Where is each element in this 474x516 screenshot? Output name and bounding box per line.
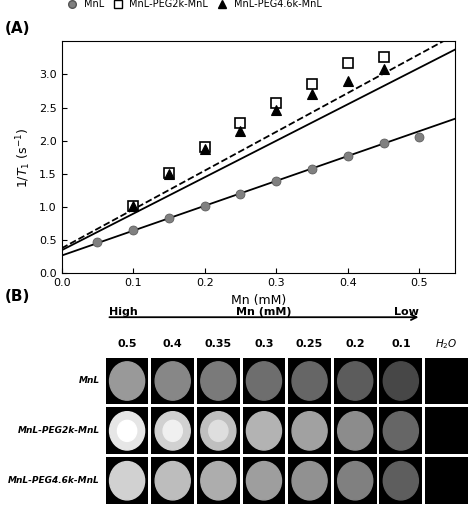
Ellipse shape xyxy=(292,362,327,400)
Text: 0.5: 0.5 xyxy=(118,340,137,349)
Ellipse shape xyxy=(337,362,373,400)
Ellipse shape xyxy=(201,362,236,400)
Text: Mn (mM): Mn (mM) xyxy=(236,307,292,317)
Text: 0.2: 0.2 xyxy=(346,340,365,349)
Text: 0.3: 0.3 xyxy=(254,340,273,349)
Ellipse shape xyxy=(201,461,236,500)
Ellipse shape xyxy=(292,412,327,450)
Text: 0.1: 0.1 xyxy=(391,340,410,349)
Ellipse shape xyxy=(246,461,282,500)
Text: High: High xyxy=(109,307,138,317)
Ellipse shape xyxy=(383,412,419,450)
Text: (A): (A) xyxy=(5,21,30,36)
Ellipse shape xyxy=(209,421,228,441)
Ellipse shape xyxy=(337,412,373,450)
Text: 0.4: 0.4 xyxy=(163,340,182,349)
Ellipse shape xyxy=(109,362,145,400)
Ellipse shape xyxy=(155,412,190,450)
X-axis label: Mn (mM): Mn (mM) xyxy=(231,294,286,307)
Text: 0.25: 0.25 xyxy=(296,340,323,349)
Ellipse shape xyxy=(155,362,190,400)
Ellipse shape xyxy=(246,362,282,400)
Ellipse shape xyxy=(383,362,419,400)
Legend: MnL, MnL-PEG2k-MnL, MnL-PEG4.6k-MnL: MnL, MnL-PEG2k-MnL, MnL-PEG4.6k-MnL xyxy=(59,0,325,13)
Ellipse shape xyxy=(109,461,145,500)
Ellipse shape xyxy=(118,421,137,441)
Ellipse shape xyxy=(201,412,236,450)
Ellipse shape xyxy=(292,461,327,500)
Text: MnL: MnL xyxy=(78,377,100,385)
Ellipse shape xyxy=(109,412,145,450)
Text: (B): (B) xyxy=(5,289,30,304)
Ellipse shape xyxy=(155,461,190,500)
Y-axis label: 1/$T_1$ (s$^{-1}$): 1/$T_1$ (s$^{-1}$) xyxy=(15,127,34,187)
Ellipse shape xyxy=(383,461,419,500)
Ellipse shape xyxy=(163,421,182,441)
Ellipse shape xyxy=(337,461,373,500)
Text: Low: Low xyxy=(394,307,419,317)
Text: 0.35: 0.35 xyxy=(205,340,232,349)
Text: $H_2O$: $H_2O$ xyxy=(435,337,458,351)
Text: MnL-PEG4.6k-MnL: MnL-PEG4.6k-MnL xyxy=(8,476,100,485)
Ellipse shape xyxy=(246,412,282,450)
Text: MnL-PEG2k-MnL: MnL-PEG2k-MnL xyxy=(18,426,100,436)
